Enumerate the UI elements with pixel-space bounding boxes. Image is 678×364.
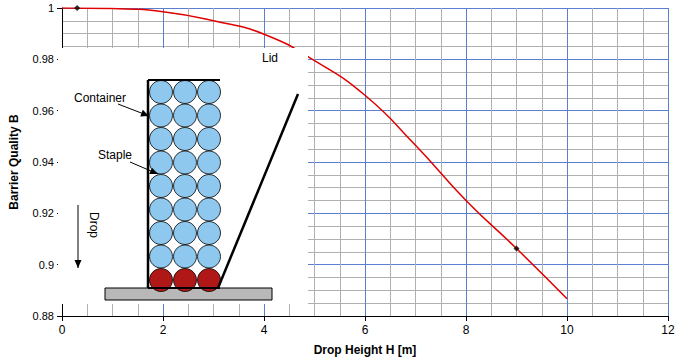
svg-text:Container: Container bbox=[74, 91, 126, 105]
svg-text:0.88: 0.88 bbox=[33, 310, 54, 322]
svg-text:0.92: 0.92 bbox=[33, 207, 54, 219]
svg-text:8: 8 bbox=[463, 323, 470, 337]
svg-text:0: 0 bbox=[59, 323, 66, 337]
svg-text:Staple: Staple bbox=[98, 148, 132, 162]
svg-text:0.98: 0.98 bbox=[33, 53, 54, 65]
svg-text:0.96: 0.96 bbox=[33, 105, 54, 117]
svg-text:0.9: 0.9 bbox=[39, 259, 54, 271]
svg-text:6: 6 bbox=[362, 323, 369, 337]
svg-text:10: 10 bbox=[560, 323, 574, 337]
svg-text:2: 2 bbox=[160, 323, 167, 337]
svg-text:12: 12 bbox=[661, 323, 675, 337]
svg-text:1: 1 bbox=[48, 2, 54, 14]
svg-text:Drop: Drop bbox=[87, 212, 101, 238]
svg-text:4: 4 bbox=[261, 323, 268, 337]
svg-text:Barrier Quality B: Barrier Quality B bbox=[7, 114, 21, 210]
svg-text:0.94: 0.94 bbox=[33, 156, 54, 168]
svg-text:Lid: Lid bbox=[262, 51, 278, 65]
svg-text:Drop Height H [m]: Drop Height H [m] bbox=[314, 343, 417, 357]
